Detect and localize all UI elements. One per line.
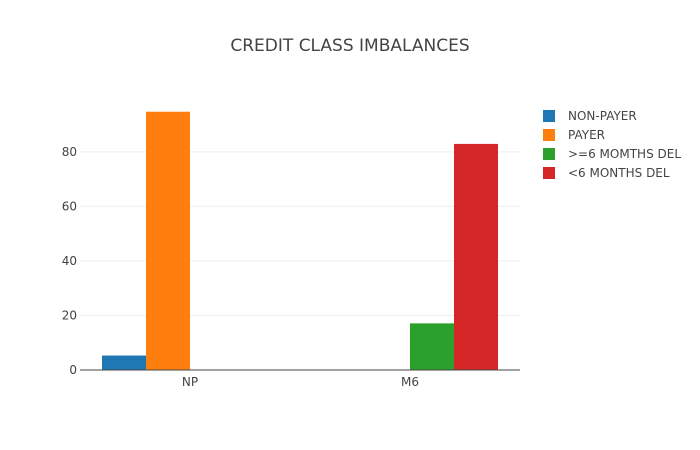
- legend-label: >=6 MOMTHS DEL: [568, 147, 681, 161]
- bar-non-payer-np: [102, 355, 146, 370]
- bar-payer-np: [146, 111, 190, 371]
- y-tick-label: 80: [62, 145, 77, 159]
- y-tick-label: 0: [69, 363, 77, 377]
- legend-label: <6 MONTHS DEL: [568, 166, 670, 180]
- legend-swatch: [543, 167, 555, 179]
- bars: [102, 111, 498, 371]
- legend-label: NON-PAYER: [568, 109, 637, 123]
- chart-title: CREDIT CLASS IMBALANCES: [230, 36, 469, 56]
- bar-6-months-del-m6: [454, 143, 498, 370]
- axes: 0 20 40 60 80 NP M6: [62, 145, 520, 389]
- bar-6-momths-del-m6: [410, 323, 454, 370]
- y-tick-label: 20: [62, 308, 77, 322]
- x-tick-label: NP: [182, 375, 198, 389]
- y-tick-label: 40: [62, 254, 77, 268]
- legend-label: PAYER: [568, 128, 605, 142]
- legend-swatch: [543, 110, 555, 122]
- legend-swatch: [543, 148, 555, 160]
- legend: NON-PAYER PAYER >=6 MOMTHS DEL <6 MONTHS DE…: [543, 109, 681, 180]
- legend-swatch: [543, 129, 555, 141]
- y-tick-label: 60: [62, 199, 77, 213]
- x-tick-label: M6: [401, 375, 419, 389]
